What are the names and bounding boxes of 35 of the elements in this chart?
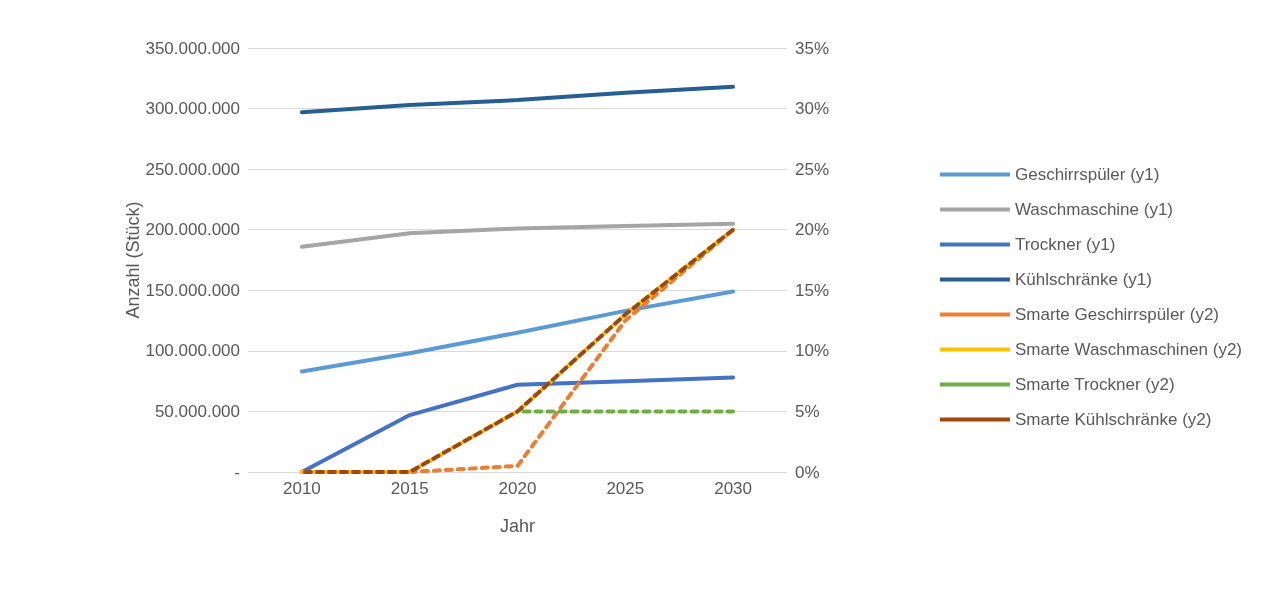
y2-tick-label: 25%: [795, 159, 830, 179]
line-series: [299, 227, 736, 474]
line-series: [299, 84, 736, 115]
legend-label: Kühlschränke (y1): [1014, 270, 1152, 289]
y2-tick-label: 5%: [795, 401, 820, 421]
y-tick-label: 250.000.000: [145, 159, 240, 179]
legend-label: Smarte Trockner (y2): [1014, 375, 1175, 394]
y2-tick-label: 30%: [795, 99, 830, 119]
y2-tick-label: 35%: [795, 38, 830, 58]
y-axis-title: Anzahl (Stück): [122, 201, 143, 319]
x-tick-label: 2015: [390, 479, 429, 498]
y2-tick-label: 20%: [795, 220, 830, 240]
y-tick-label: 150.000.000: [145, 280, 240, 300]
x-tick-label: 2010: [282, 479, 321, 498]
y-tick-label: -: [234, 462, 240, 482]
line-series: [299, 289, 736, 374]
y2-tick-label: 10%: [795, 341, 830, 361]
y2-tick-label: 15%: [795, 280, 830, 300]
legend-label: Smarte Kühlschränke (y2): [1014, 410, 1212, 429]
legend-label: Smarte Geschirrspüler (y2): [1014, 305, 1220, 324]
legend-label: Geschirrspüler (y1): [1014, 165, 1160, 184]
legend-label: Waschmaschine (y1): [1014, 200, 1174, 219]
x-tick-label: 2020: [498, 479, 537, 498]
y-tick-label: 300.000.000: [145, 99, 240, 119]
x-tick-label: 2030: [714, 479, 753, 498]
y-tick-label: 50.000.000: [154, 401, 240, 421]
legend-label: Trockner (y1): [1014, 235, 1116, 254]
y-tick-label: 200.000.000: [145, 220, 240, 240]
line-series: [299, 221, 736, 249]
legend-label: Smarte Waschmaschinen (y2): [1014, 340, 1243, 359]
y-tick-label: 350.000.000: [145, 38, 240, 58]
y-tick-label: 100.000.000: [145, 341, 240, 361]
x-axis-title: Jahr: [499, 516, 536, 536]
x-tick-label: 2025: [606, 479, 645, 498]
y2-tick-label: 0%: [795, 462, 820, 482]
